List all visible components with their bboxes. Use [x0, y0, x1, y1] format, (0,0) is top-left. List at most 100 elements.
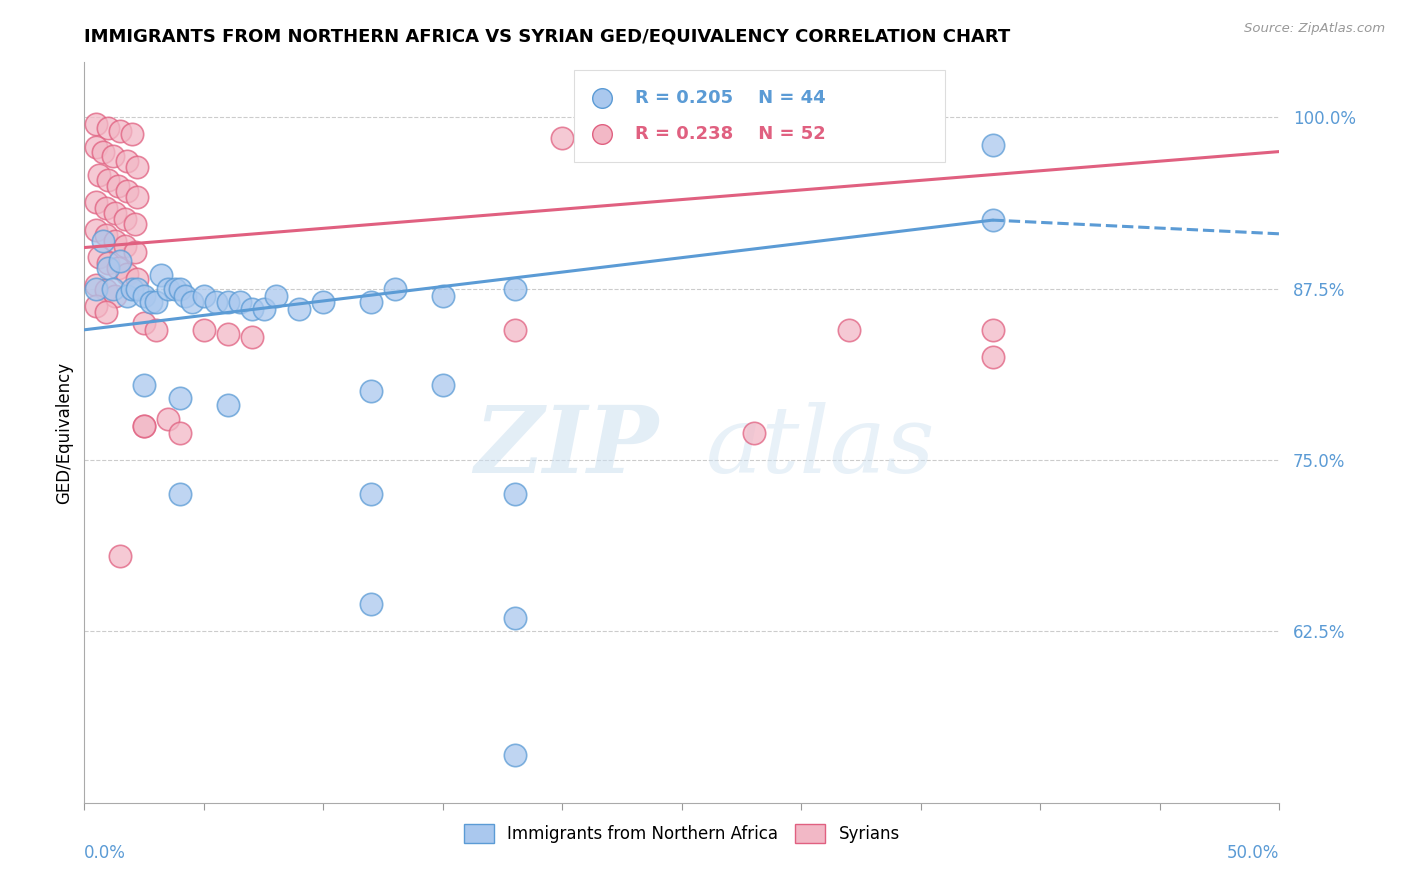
Text: 50.0%: 50.0%: [1227, 844, 1279, 862]
Point: [97, 261, 120, 276]
Point: [766, 124, 789, 138]
Point: [360, 487, 382, 501]
Point: [742, 425, 765, 440]
Point: [240, 302, 263, 317]
Point: [229, 295, 252, 310]
Point: [503, 487, 526, 501]
Point: [360, 295, 382, 310]
Point: [503, 611, 526, 625]
Point: [124, 217, 146, 231]
Point: [86, 223, 108, 237]
Point: [503, 747, 526, 762]
Point: [86, 282, 108, 296]
Point: [384, 282, 406, 296]
Point: [87, 250, 110, 264]
Point: [193, 288, 215, 302]
Point: [93, 145, 115, 159]
Point: [181, 295, 204, 310]
Point: [432, 288, 454, 302]
Point: [360, 384, 382, 399]
Point: [145, 323, 167, 337]
Point: [217, 326, 239, 341]
Point: [117, 154, 139, 169]
Point: [87, 168, 110, 182]
Point: [107, 178, 129, 193]
Point: [288, 302, 311, 317]
Point: [173, 288, 195, 302]
Point: [141, 295, 163, 310]
Point: [114, 211, 136, 226]
Point: [981, 213, 1004, 227]
Text: R = 0.238    N = 52: R = 0.238 N = 52: [636, 125, 827, 144]
FancyBboxPatch shape: [575, 70, 945, 162]
Point: [503, 282, 526, 296]
Point: [125, 272, 148, 286]
Point: [432, 377, 454, 392]
Point: [86, 277, 108, 292]
Point: [86, 140, 108, 154]
Point: [132, 377, 156, 392]
Point: [145, 295, 167, 310]
Point: [86, 300, 108, 314]
Point: [101, 149, 124, 163]
Point: [169, 282, 191, 296]
Point: [503, 837, 526, 851]
Text: ZIP: ZIP: [474, 402, 658, 492]
Point: [132, 418, 156, 433]
Point: [169, 487, 191, 501]
Point: [117, 267, 139, 281]
Point: [117, 288, 139, 302]
Point: [110, 124, 132, 138]
Point: [93, 234, 115, 248]
Point: [125, 160, 148, 174]
Point: [86, 195, 108, 210]
Point: [94, 305, 117, 319]
Point: [1108, 176, 1130, 190]
Point: [253, 302, 276, 317]
Y-axis label: GED/Equivalency: GED/Equivalency: [55, 361, 73, 504]
Point: [1108, 244, 1130, 258]
Point: [110, 254, 132, 268]
Point: [790, 131, 813, 145]
Point: [94, 201, 117, 215]
Point: [94, 228, 117, 243]
Point: [981, 323, 1004, 337]
Point: [117, 184, 139, 198]
Point: [125, 190, 148, 204]
Point: [107, 261, 129, 276]
Point: [101, 282, 124, 296]
Point: [104, 206, 127, 220]
Point: [86, 117, 108, 131]
Point: [193, 323, 215, 337]
Point: [165, 282, 187, 296]
Point: [121, 282, 143, 296]
Point: [97, 173, 120, 187]
Point: [104, 234, 127, 248]
Point: [312, 295, 335, 310]
Point: [169, 425, 191, 440]
Point: [121, 127, 143, 141]
Text: Source: ZipAtlas.com: Source: ZipAtlas.com: [1244, 22, 1385, 36]
Point: [240, 329, 263, 343]
Text: IMMIGRANTS FROM NORTHERN AFRICA VS SYRIAN GED/EQUIVALENCY CORRELATION CHART: IMMIGRANTS FROM NORTHERN AFRICA VS SYRIA…: [84, 28, 1011, 45]
Point: [503, 323, 526, 337]
Point: [94, 283, 117, 297]
Point: [132, 418, 156, 433]
Point: [157, 282, 180, 296]
Point: [551, 131, 574, 145]
Legend: Immigrants from Northern Africa, Syrians: Immigrants from Northern Africa, Syrians: [457, 817, 907, 850]
Point: [838, 323, 860, 337]
Point: [981, 137, 1004, 152]
Point: [149, 268, 172, 282]
Point: [217, 398, 239, 412]
Point: [110, 549, 132, 563]
Point: [264, 288, 287, 302]
Point: [217, 295, 239, 310]
Point: [169, 392, 191, 406]
Point: [114, 239, 136, 253]
Point: [360, 597, 382, 611]
Point: [981, 350, 1004, 364]
Point: [124, 244, 146, 259]
Point: [104, 288, 127, 302]
Point: [97, 121, 120, 136]
